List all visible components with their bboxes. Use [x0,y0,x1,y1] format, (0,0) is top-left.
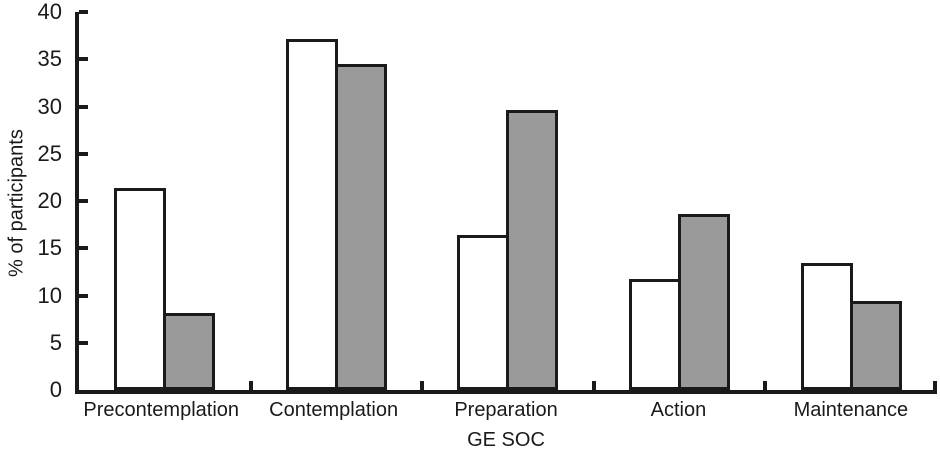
x-tick [248,381,253,390]
y-tick-label: 10 [37,282,62,308]
bar-gray [334,63,387,390]
y-tick-label: 35 [37,46,62,72]
y-tick [79,246,88,251]
y-tick [79,199,88,203]
bar-group [422,12,594,390]
bar-white [629,279,682,390]
bar-white [457,235,510,390]
y-tick [79,57,88,62]
bar-gray [163,313,216,390]
bar-group [594,12,766,390]
y-tick [79,104,88,109]
x-category-label: Action [650,399,707,421]
bar-gray [849,301,902,390]
plot-area [75,10,937,394]
y-tick-label: 15 [37,235,62,261]
bar-group [765,12,937,390]
x-tick [763,381,768,390]
x-axis-title: GE SOC [467,429,545,451]
y-tick-label: 30 [37,93,62,119]
x-axis-end-tick [933,381,937,390]
x-category-label: Precontemplation [83,399,240,421]
bar-group [79,12,251,390]
bar-group [251,12,423,390]
y-tick [79,340,88,345]
x-category-label: Maintenance [793,399,909,421]
y-tick [79,293,88,298]
x-tick [420,381,425,390]
y-tick [79,10,88,14]
y-tick-label: 0 [49,377,62,402]
x-category-label: Preparation [454,399,558,421]
bar-gray [506,110,559,390]
bar-white [285,39,338,390]
bar-white [114,187,167,390]
y-tick-label: 5 [49,329,62,355]
bar-white [800,263,853,390]
bar-gray [678,214,731,390]
y-tick-label: 20 [37,188,62,213]
y-tick-label: 40 [37,0,62,24]
y-axis-labels: 0 5 10 15 20 25 30 35 40 [0,0,62,459]
x-axis-labels: Precontemplation Contemplation Preparation… [75,399,937,422]
y-tick [79,151,88,156]
x-category-label: Contemplation [269,399,399,421]
y-tick-label: 25 [37,140,62,166]
x-tick [591,381,596,390]
